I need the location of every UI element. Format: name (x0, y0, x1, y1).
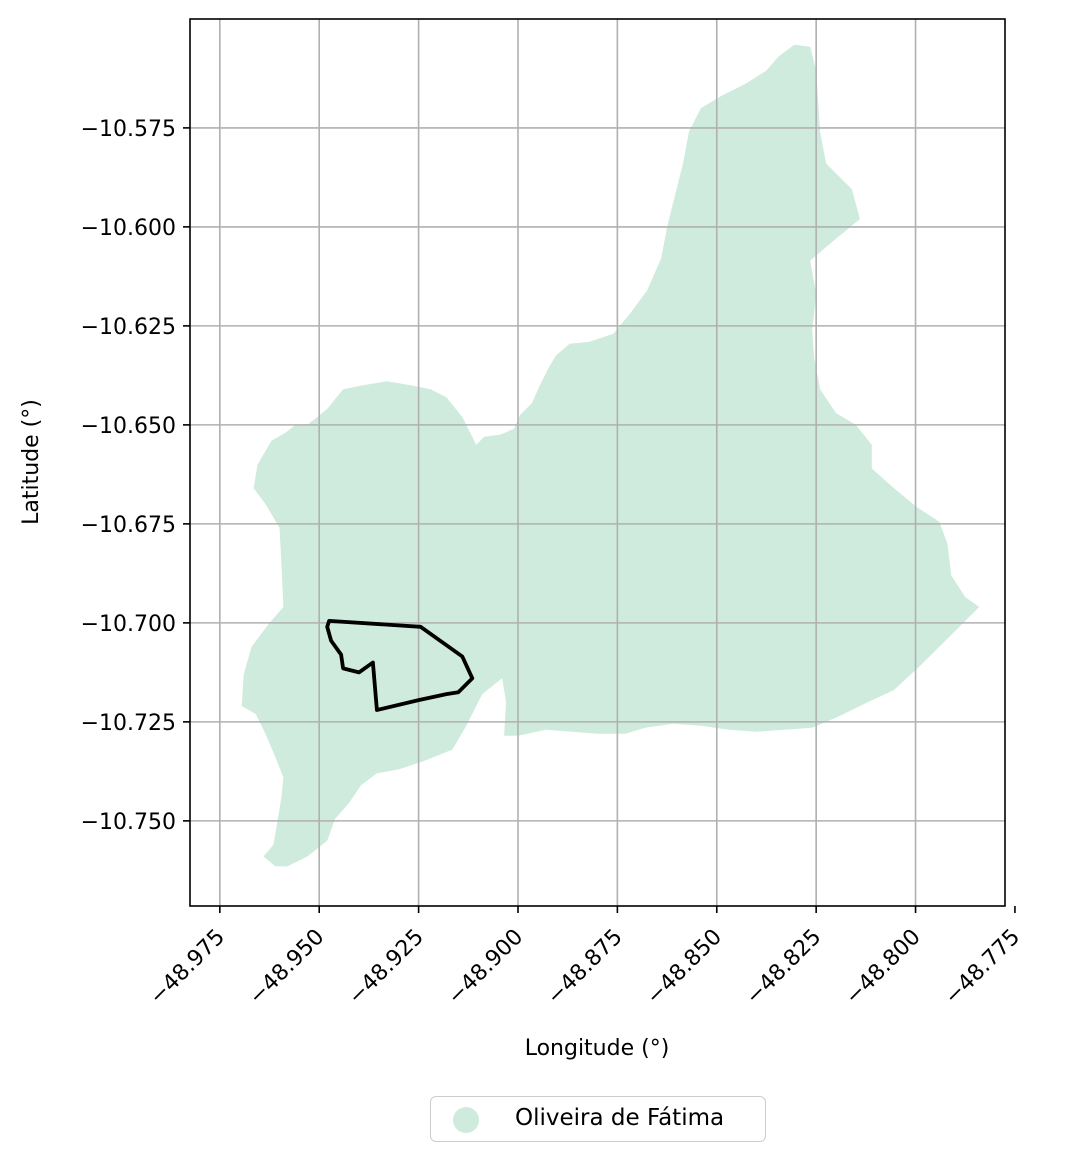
y-tick-label: −10.575 (81, 117, 176, 142)
y-tick-label: −10.675 (81, 513, 176, 538)
y-tick-label: −10.725 (81, 711, 176, 736)
y-tick-label: −10.625 (81, 315, 176, 340)
plot-area (190, 19, 1005, 906)
region-polygon (241, 44, 980, 867)
outline-polygon (325, 619, 475, 712)
axes-frame (189, 18, 1006, 907)
y-tick-label: −10.750 (81, 810, 176, 835)
legend-marker-icon (453, 1107, 479, 1133)
x-axis-label: Longitude (°) (525, 1036, 670, 1061)
y-tick-label: −10.700 (81, 612, 176, 637)
legend: Oliveira de Fátima (430, 1096, 766, 1142)
y-tick-label: −10.600 (81, 216, 176, 241)
y-axis-label: Latitude (°) (19, 399, 44, 525)
legend-entry-label: Oliveira de Fátima (515, 1105, 725, 1131)
y-tick-label: −10.650 (81, 414, 176, 439)
